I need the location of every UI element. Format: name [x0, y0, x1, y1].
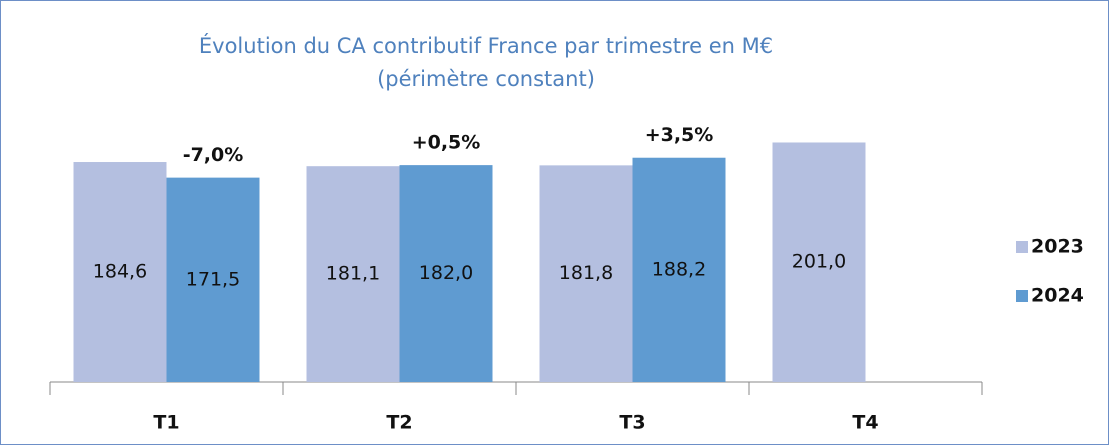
annotation: -7,0%	[183, 144, 244, 166]
bar	[539, 165, 633, 382]
data-label: 201,0	[792, 251, 846, 273]
annotation: +3,5%	[645, 124, 714, 146]
legend-label: 2023	[1031, 236, 1084, 258]
data-label: 188,2	[652, 258, 706, 280]
legend-swatch	[1016, 290, 1028, 302]
x-tick-label: T2	[386, 412, 412, 434]
legend-label: 2024	[1031, 285, 1084, 307]
x-tick-label: T4	[852, 412, 878, 434]
annotation: +0,5%	[412, 132, 481, 154]
data-label: 181,8	[559, 262, 613, 284]
data-label: 182,0	[419, 262, 473, 284]
bar	[73, 162, 167, 382]
x-tick-label: T1	[153, 412, 179, 434]
chart-title: Évolution du CA contributif France par t…	[199, 33, 773, 58]
bar	[772, 142, 866, 382]
data-label: 184,6	[93, 261, 147, 283]
x-tick-label: T3	[619, 412, 645, 434]
legend-swatch	[1016, 241, 1028, 253]
bar	[399, 165, 493, 382]
data-label: 181,1	[326, 263, 380, 285]
chart-subtitle: (périmètre constant)	[377, 67, 595, 91]
data-label: 171,5	[186, 268, 240, 290]
bar	[632, 157, 726, 382]
bar	[166, 177, 260, 382]
bar	[306, 166, 400, 382]
